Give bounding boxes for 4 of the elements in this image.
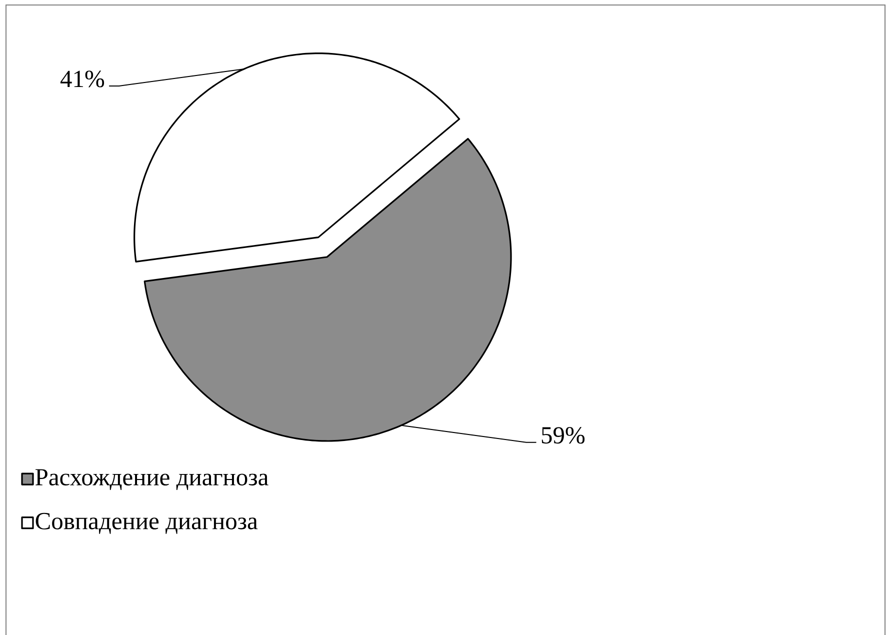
legend-label: Совпадение диагноза (36, 512, 258, 534)
data-label: 41% (60, 70, 104, 88)
legend-label: Расхождение диагноза (36, 469, 268, 490)
data-label: 59% (542, 427, 585, 444)
